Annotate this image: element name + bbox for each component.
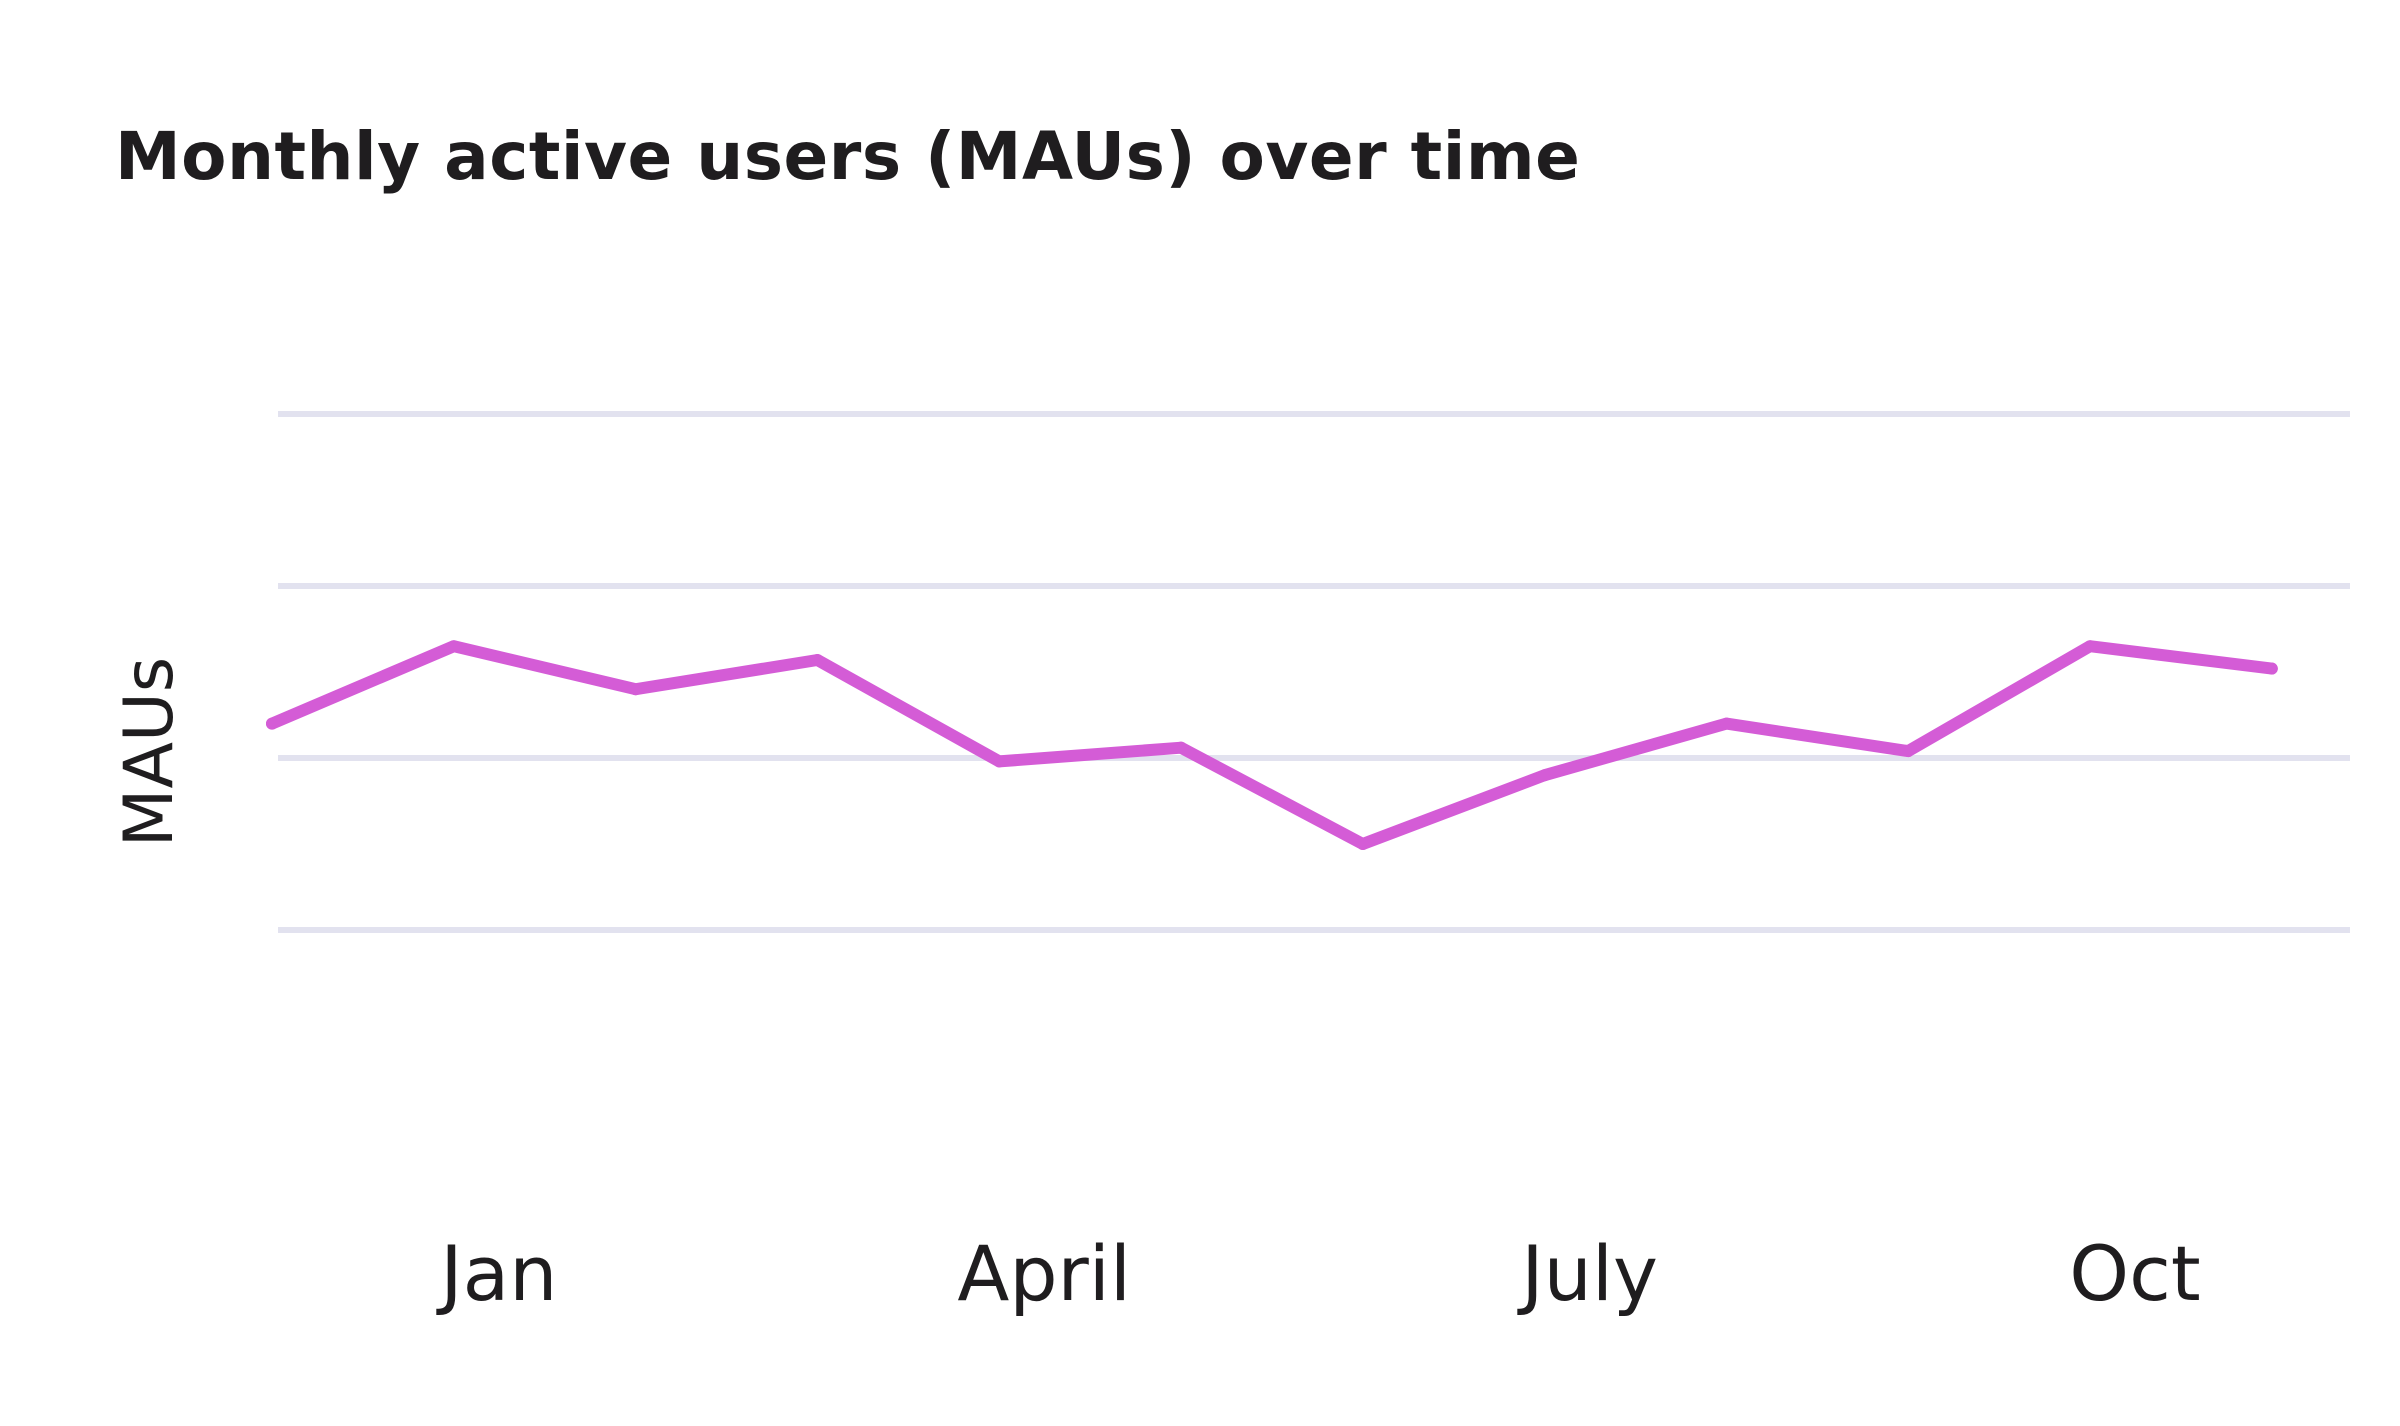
x-tick-label-april: April (957, 1229, 1131, 1318)
data-point-aug (1720, 717, 1733, 730)
data-point-jan (447, 640, 460, 653)
data-point-may (1175, 741, 1187, 754)
data-point-jun (1356, 838, 1369, 850)
x-tick-label-july: July (1517, 1229, 1658, 1318)
data-point-july (1538, 769, 1551, 782)
data-point-sep (1902, 745, 1915, 758)
y-axis-label: MAUs (110, 657, 189, 847)
data-point-feb (629, 683, 642, 696)
data-point-mar (811, 653, 824, 666)
data-point-dec (266, 717, 278, 730)
chart-title: Monthly active users (MAUs) over time (115, 118, 1581, 195)
data-point-nov (2265, 662, 2278, 675)
x-tick-label-oct: Oct (2069, 1229, 2200, 1318)
data-point-april (993, 755, 1006, 768)
series-layer (266, 640, 2278, 850)
data-point-oct (2084, 640, 2096, 653)
x-axis-ticks: Jan April July Oct (436, 1229, 2200, 1318)
x-tick-label-jan: Jan (436, 1229, 557, 1318)
gridlines (278, 411, 2350, 933)
series-line-0 (266, 640, 2278, 850)
